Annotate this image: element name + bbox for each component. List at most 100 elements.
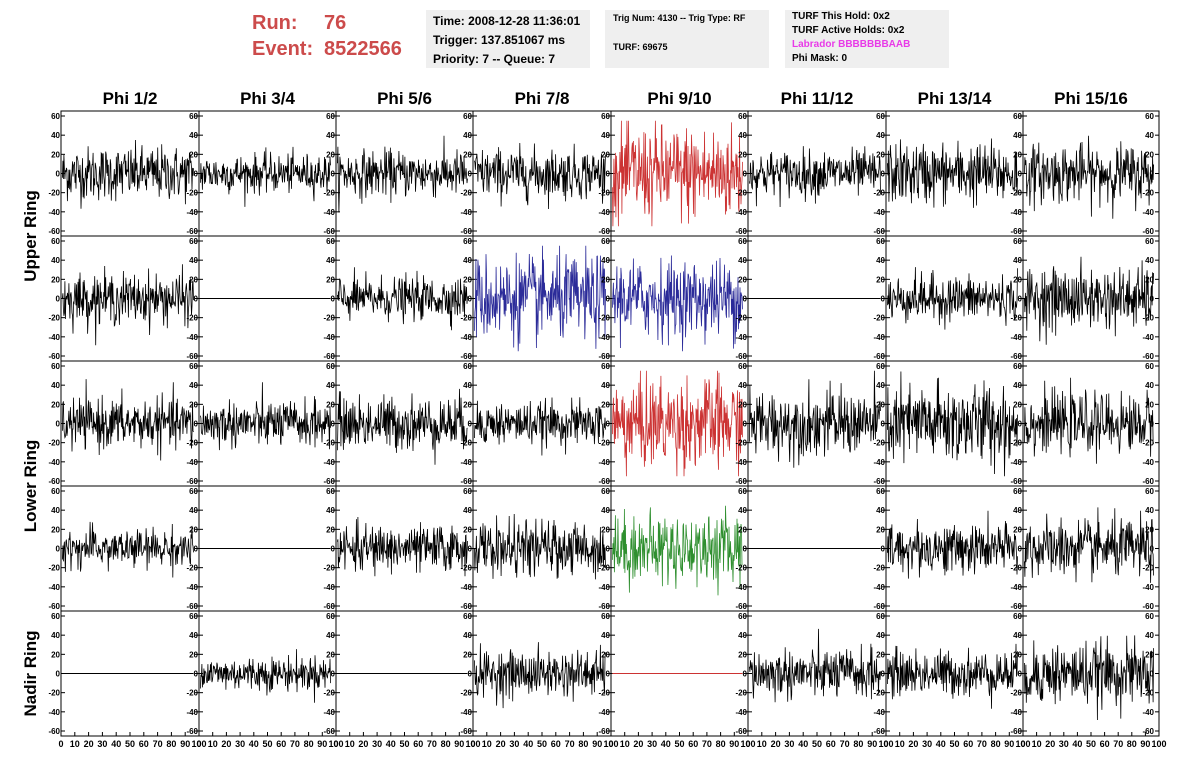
x-tick-label: 70 <box>427 739 437 749</box>
y-tick-label: 20 <box>51 275 60 284</box>
y-tick-label: 20 <box>463 275 472 284</box>
y-tick-label: -60 <box>1142 602 1154 611</box>
y-tick-label: -40 <box>598 458 610 467</box>
y-tick-label: 60 <box>738 112 747 121</box>
y-tick-label: 60 <box>326 112 335 121</box>
y-tick-label: -40 <box>186 708 198 717</box>
y-tick-label: 0 <box>1150 545 1155 554</box>
y-tick-label: 0 <box>606 170 611 179</box>
y-tick-label: -40 <box>323 458 335 467</box>
y-tick-label: 0 <box>743 670 748 679</box>
x-tick-label: 30 <box>509 739 519 749</box>
waveform-trace <box>62 521 194 578</box>
y-tick-label: 20 <box>189 525 198 534</box>
y-tick-label: 40 <box>601 506 610 515</box>
column-header: Phi 1/2 <box>103 89 158 108</box>
y-tick-label: 40 <box>738 381 747 390</box>
x-tick-label: 0 <box>470 739 475 749</box>
y-tick-label: 0 <box>1018 295 1023 304</box>
y-tick-label: -60 <box>460 727 472 736</box>
y-tick-label: 40 <box>463 506 472 515</box>
waveform-trace <box>62 379 194 461</box>
y-tick-label: -20 <box>186 439 198 448</box>
y-tick-label: 20 <box>601 275 610 284</box>
y-tick-label: -60 <box>598 477 610 486</box>
x-tick-label: 50 <box>125 739 135 749</box>
y-tick-label: 40 <box>326 131 335 140</box>
y-tick-label: -20 <box>598 564 610 573</box>
trig-num-text: Trig Num: 4130 -- Trig Type: RF <box>613 13 746 23</box>
y-tick-label: 0 <box>194 545 199 554</box>
y-tick-label: 0 <box>881 420 886 429</box>
y-tick-label: 0 <box>606 420 611 429</box>
y-tick-label: 0 <box>881 545 886 554</box>
waveform-panel: -60 -40 -20 0 20 40 60 <box>735 235 887 362</box>
x-tick-label: 0 <box>58 739 63 749</box>
y-tick-label: -40 <box>873 458 885 467</box>
y-tick-label: 60 <box>1145 362 1154 371</box>
waveform-panel: -60 -40 -20 0 20 40 60 <box>460 485 612 612</box>
y-tick-label: 20 <box>738 650 747 659</box>
x-tick-label: 40 <box>386 739 396 749</box>
y-tick-label: 60 <box>876 362 885 371</box>
x-tick-label: 40 <box>523 739 533 749</box>
y-tick-label: 60 <box>1145 237 1154 246</box>
y-tick-label: -40 <box>873 208 885 217</box>
y-tick-label: 20 <box>189 275 198 284</box>
y-tick-label: 40 <box>326 506 335 515</box>
y-tick-label: -60 <box>323 602 335 611</box>
y-tick-label: 60 <box>738 237 747 246</box>
y-tick-label: -20 <box>598 314 610 323</box>
x-tick-label: 10 <box>1032 739 1042 749</box>
x-tick-label: 20 <box>221 739 231 749</box>
y-tick-label: 20 <box>1013 400 1022 409</box>
x-tick-label: 10 <box>70 739 80 749</box>
waveform-panel: -60 -40 -20 0 20 40 60 <box>460 110 612 237</box>
waveform-trace <box>612 505 743 596</box>
y-tick-label: -60 <box>48 477 60 486</box>
x-tick-label: 0 <box>883 739 888 749</box>
y-tick-label: -60 <box>323 477 335 486</box>
waveform-panel: -60 -40 -20 0 20 40 60 <box>323 360 474 487</box>
y-tick-label: -40 <box>48 208 60 217</box>
y-tick-label: 60 <box>738 612 747 621</box>
y-tick-label: -40 <box>1142 333 1154 342</box>
y-tick-label: 60 <box>51 487 60 496</box>
y-tick-label: 20 <box>1013 525 1022 534</box>
waveform-panel: -60 -40 -20 0 20 40 60 <box>873 235 1024 362</box>
y-tick-label: 40 <box>189 381 198 390</box>
y-tick-label: -20 <box>598 189 610 198</box>
y-tick-label: -20 <box>323 564 335 573</box>
y-tick-label: -40 <box>1010 583 1022 592</box>
run-row: Run: 76 <box>252 10 402 36</box>
y-tick-label: 60 <box>189 362 198 371</box>
x-tick-label: 60 <box>413 739 423 749</box>
y-tick-label: -40 <box>186 333 198 342</box>
waveform-panel: -60 -40 -20 0 20 40 60 <box>735 485 887 612</box>
x-tick-label: 100 <box>740 739 755 749</box>
y-tick-label: 40 <box>189 631 198 640</box>
waveform-panel: -60 -40 -20 0 20 40 60 <box>873 360 1024 487</box>
waveform-panel: -60 -40 -20 0 20 40 60 <box>323 235 474 362</box>
y-tick-label: -40 <box>186 458 198 467</box>
x-tick-label: 80 <box>716 739 726 749</box>
y-tick-label: -60 <box>1010 477 1022 486</box>
y-tick-label: -40 <box>598 583 610 592</box>
y-tick-label: 60 <box>189 612 198 621</box>
waveform-trace <box>612 120 743 227</box>
waveform-trace <box>337 516 468 577</box>
y-tick-label: 40 <box>738 506 747 515</box>
y-tick-label: -40 <box>186 208 198 217</box>
x-tick-label: 70 <box>977 739 987 749</box>
y-tick-label: 20 <box>1013 275 1022 284</box>
waveform-trace <box>887 643 1018 709</box>
x-tick-label: 0 <box>608 739 613 749</box>
y-tick-label: 40 <box>326 256 335 265</box>
y-tick-label: 40 <box>1145 506 1154 515</box>
x-tick-label: 100 <box>328 739 343 749</box>
x-tick-label: 90 <box>1004 739 1014 749</box>
y-tick-label: 60 <box>1013 612 1022 621</box>
x-tick-label: 100 <box>1015 739 1030 749</box>
